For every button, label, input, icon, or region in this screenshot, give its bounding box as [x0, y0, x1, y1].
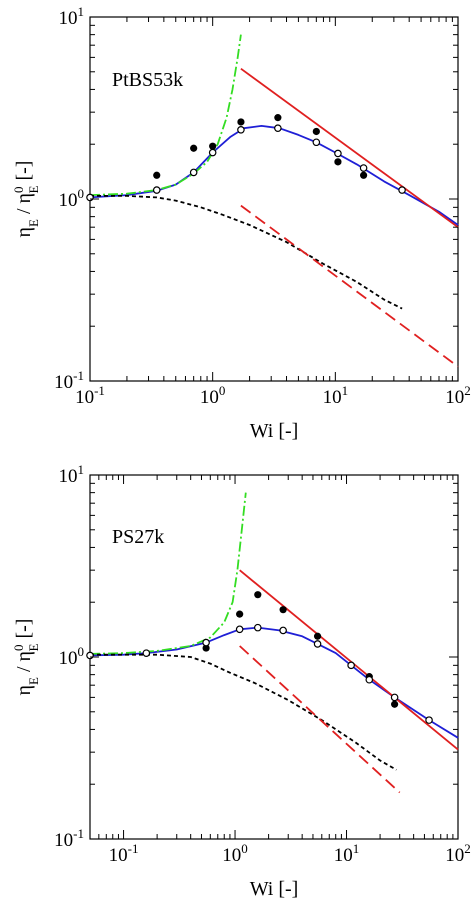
y-label-sub2: E — [26, 644, 41, 652]
data-markers — [86, 114, 406, 202]
open-point — [347, 661, 355, 670]
y-label-mid: / η — [13, 651, 35, 677]
open-point — [86, 651, 94, 660]
filled-point — [254, 591, 262, 599]
series-line-2 — [90, 195, 403, 310]
filled-point — [190, 144, 198, 152]
y-label-tail: [-] — [13, 161, 35, 186]
open-point — [274, 124, 282, 132]
filled-point — [153, 171, 161, 179]
tick-labels: 10-1 100 101 102 10-1 100 101 — [54, 4, 471, 408]
series-line-2 — [90, 653, 397, 771]
x-tick-label: 102 — [445, 383, 471, 408]
open-point — [425, 716, 433, 724]
series-lines — [89, 34, 459, 368]
y-label-sub: E — [26, 677, 41, 685]
data-markers — [86, 591, 433, 724]
series-line-0 — [89, 626, 459, 739]
chart-panel-ptbs53k: 10-1 100 101 102 10-1 100 101 PtBS53k Wi [-] η… — [11, 4, 471, 442]
open-point — [312, 138, 321, 147]
open-point — [142, 649, 151, 657]
series-line-3 — [240, 67, 459, 228]
x-axis-label: Wi [-] — [250, 878, 299, 900]
open-point — [279, 626, 287, 635]
filled-point — [237, 118, 245, 126]
y-axis-label: ηE / η0E [-] — [11, 619, 41, 696]
series-line-1 — [89, 34, 242, 196]
y-label-sup: 0 — [11, 645, 26, 652]
y-tick-label: 100 — [59, 186, 85, 211]
open-point — [189, 168, 198, 177]
y-tick-label: 10-1 — [54, 368, 84, 393]
filled-point — [312, 127, 320, 136]
open-point — [313, 640, 322, 648]
axis-ticks — [89, 474, 459, 840]
y-label-sub2: E — [26, 186, 41, 194]
y-label-eta: η — [13, 685, 35, 695]
x-axis-label: Wi [-] — [250, 420, 299, 442]
open-point — [359, 164, 368, 172]
open-point — [390, 693, 399, 702]
y-tick-label: 10-1 — [54, 826, 84, 851]
open-point — [334, 149, 342, 158]
y-label-mid: / η — [13, 193, 35, 219]
filled-point — [274, 114, 282, 122]
axis-ticks — [89, 16, 459, 382]
open-point — [202, 638, 210, 647]
tick-labels: 10-1 100 101 102 10-1 100 101 — [54, 462, 471, 866]
open-point — [253, 623, 262, 632]
y-label-eta: η — [13, 227, 35, 237]
open-point — [365, 675, 374, 684]
x-tick-label: 10-1 — [109, 841, 139, 866]
open-point — [398, 186, 406, 194]
x-tick-label: 100 — [222, 841, 248, 866]
y-tick-label: 101 — [59, 4, 85, 29]
open-point — [237, 126, 245, 134]
sample-label: PS27k — [112, 526, 164, 548]
open-point — [86, 193, 94, 202]
filled-point — [209, 142, 217, 150]
series-line-1 — [89, 492, 247, 655]
y-tick-label: 101 — [59, 462, 85, 487]
open-point — [208, 148, 217, 157]
filled-point — [313, 632, 322, 640]
y-label-tail: [-] — [13, 619, 35, 644]
x-tick-label: 101 — [323, 383, 349, 408]
filled-point — [202, 644, 210, 652]
y-label-sup: 0 — [11, 187, 26, 194]
x-tick-label: 101 — [334, 841, 360, 866]
x-tick-label: 102 — [445, 841, 471, 866]
series-line-4 — [240, 204, 459, 368]
series-line-0 — [89, 125, 459, 226]
y-label-sub: E — [26, 219, 41, 227]
y-axis-label: ηE / η0E [-] — [11, 161, 41, 238]
x-tick-label: 100 — [200, 383, 226, 408]
series-line-3 — [239, 569, 459, 751]
series-line-4 — [239, 645, 401, 794]
filled-point — [391, 700, 399, 708]
filled-point — [236, 610, 244, 618]
filled-point — [279, 606, 287, 614]
filled-point — [334, 158, 342, 166]
open-point — [235, 625, 244, 634]
filled-point — [360, 171, 368, 179]
open-point — [152, 186, 161, 194]
y-tick-label: 100 — [59, 644, 85, 669]
x-tick-label: 10-1 — [75, 383, 105, 408]
sample-label: PtBS53k — [112, 69, 183, 91]
